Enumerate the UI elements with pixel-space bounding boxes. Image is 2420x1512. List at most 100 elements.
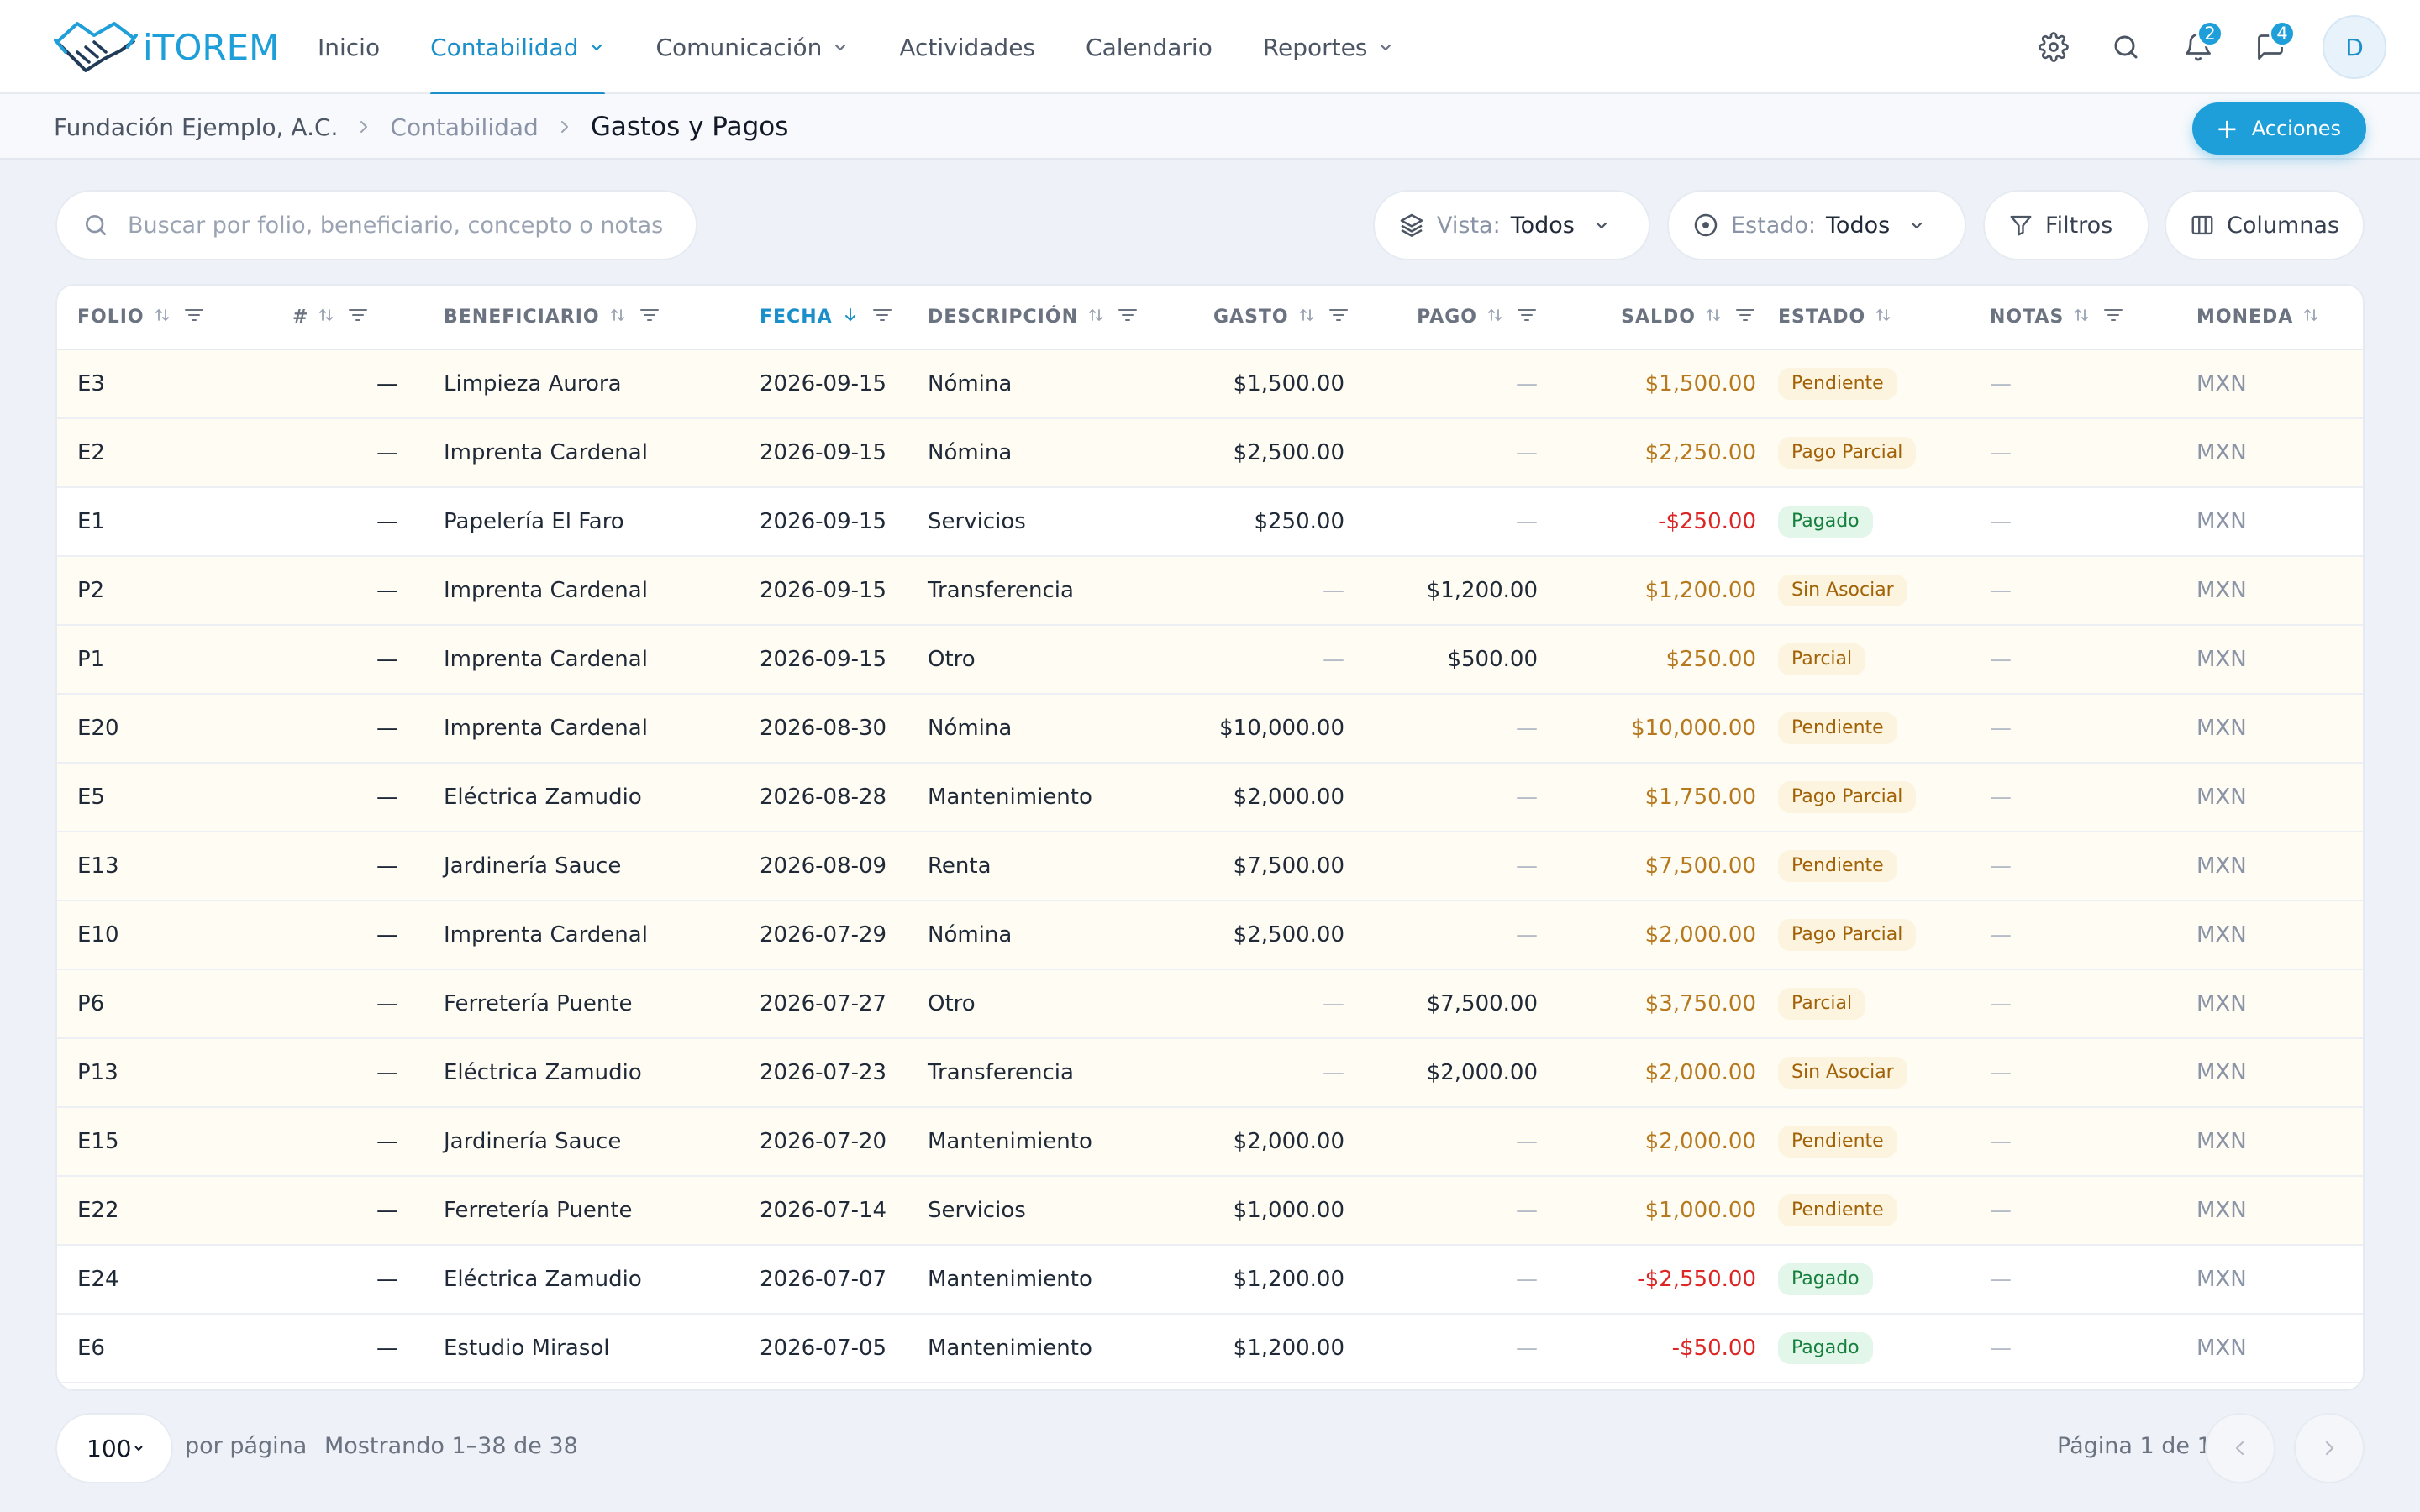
sort-control[interactable]	[1297, 306, 1316, 329]
filter-control[interactable]	[2102, 306, 2124, 329]
column-filter-icon[interactable]	[1328, 306, 1349, 324]
breadcrumb-section[interactable]: Contabilidad	[390, 113, 539, 141]
column-filter-icon[interactable]	[1516, 306, 1538, 324]
sort-arrows-icon[interactable]	[1704, 306, 1723, 324]
column-filter-icon[interactable]	[2102, 306, 2124, 324]
nav-item-contabilidad[interactable]: Contabilidad	[430, 0, 606, 96]
notifications-button[interactable]: 2	[2178, 20, 2223, 67]
messages-button[interactable]: 4	[2250, 20, 2296, 67]
sort-descending-icon[interactable]	[841, 306, 860, 324]
sort-arrows-icon[interactable]	[2302, 306, 2320, 324]
notes-cell: —	[1970, 1176, 2176, 1246]
beneficiary-cell: Jardinería Sauce	[424, 832, 739, 901]
previous-page-button[interactable]	[2205, 1413, 2275, 1483]
actions-button[interactable]: + Acciones	[2191, 102, 2366, 155]
sort-control[interactable]	[1874, 306, 1892, 329]
filter-control[interactable]	[1117, 306, 1139, 329]
table-row[interactable]: E22 — Ferretería Puente 2026-07-14 Servicios…	[57, 1176, 2363, 1246]
column-header[interactable]: DESCRIPCIÓN	[908, 286, 1193, 350]
sort-arrows-icon[interactable]	[2072, 306, 2091, 324]
table-row[interactable]: P1 — Imprenta Cardenal 2026-09-15 Otro — $500.…	[57, 625, 2363, 695]
table-row[interactable]: E20 — Imprenta Cardenal 2026-08-30 Nómina $10…	[57, 694, 2363, 764]
status-badge: Pagado	[1778, 506, 1873, 538]
sort-control[interactable]	[608, 306, 627, 329]
column-header[interactable]: GASTO	[1193, 286, 1361, 350]
breadcrumb-org[interactable]: Fundación Ejemplo, A.C.	[54, 113, 339, 141]
sort-arrows-icon[interactable]	[317, 306, 335, 324]
table-row[interactable]: P13 — Eléctrica Zamudio 2026-07-23 Transfere…	[57, 1038, 2363, 1108]
table-row[interactable]: E24 — Eléctrica Zamudio 2026-07-07 Mantenimi…	[57, 1245, 2363, 1315]
column-header[interactable]: MONEDA	[2176, 286, 2363, 350]
filter-control[interactable]	[639, 306, 660, 329]
status-cell: Sin Asociar	[1758, 556, 1970, 626]
filter-control[interactable]	[1734, 306, 1756, 329]
table-row[interactable]: E10 — Imprenta Cardenal 2026-07-29 Nómina $2,…	[57, 900, 2363, 970]
filter-control[interactable]	[1516, 306, 1538, 329]
nav-item-calendario[interactable]: Calendario	[1086, 0, 1213, 94]
table-row[interactable]: E2 — Imprenta Cardenal 2026-09-15 Nómina $2,5…	[57, 418, 2363, 488]
column-header[interactable]: NOTAS	[1970, 286, 2176, 350]
filter-control[interactable]	[347, 306, 369, 329]
notes-cell-text: —	[1990, 509, 2012, 534]
sort-control[interactable]	[2302, 306, 2320, 329]
sort-arrows-icon[interactable]	[608, 306, 627, 324]
vista-filter-dropdown[interactable]: Vista: Todos	[1373, 190, 1650, 260]
table-row[interactable]: P2 — Imprenta Cardenal 2026-09-15 Transferen…	[57, 556, 2363, 626]
column-header[interactable]: SALDO	[1555, 286, 1758, 350]
user-avatar[interactable]: D	[2323, 15, 2386, 79]
table-row[interactable]: E6 — Estudio Mirasol 2026-07-05 Mantenimient…	[57, 1314, 2363, 1383]
balance-cell-text: $1,750.00	[1644, 785, 1756, 810]
column-filter-icon[interactable]	[871, 306, 893, 324]
nav-item-comunicacion[interactable]: Comunicación	[655, 0, 849, 94]
column-header[interactable]: FECHA	[739, 286, 908, 350]
filter-control[interactable]	[183, 306, 205, 329]
status-cell: Pago Parcial	[1758, 418, 1970, 488]
column-header[interactable]: #	[272, 286, 424, 350]
sort-control[interactable]	[1704, 306, 1723, 329]
estado-filter-dropdown[interactable]: Estado: Todos	[1667, 190, 1966, 260]
column-header[interactable]: PAGO	[1361, 286, 1555, 350]
sort-arrows-icon[interactable]	[1486, 306, 1504, 324]
table-row[interactable]: E1 — Papelería El Faro 2026-09-15 Servicios $…	[57, 487, 2363, 557]
sort-control[interactable]	[2072, 306, 2091, 329]
column-filter-icon[interactable]	[347, 306, 369, 324]
sort-arrows-icon[interactable]	[1874, 306, 1892, 324]
per-page-select[interactable]: 100	[83, 1433, 145, 1463]
sort-control[interactable]	[317, 306, 335, 329]
column-filter-icon[interactable]	[639, 306, 660, 324]
table-row[interactable]: E3 — Limpieza Aurora 2026-09-15 Nómina $1,500…	[57, 349, 2363, 419]
sort-control[interactable]	[841, 306, 860, 329]
number-cell-text: —	[376, 991, 398, 1016]
sort-arrows-icon[interactable]	[1086, 306, 1105, 324]
settings-button[interactable]	[2033, 27, 2074, 67]
column-filter-icon[interactable]	[1117, 306, 1139, 324]
table-row[interactable]: E15 — Jardinería Sauce 2026-07-20 Mantenimie…	[57, 1107, 2363, 1177]
table-row[interactable]: P6 — Ferretería Puente 2026-07-27 Otro — $7,50…	[57, 969, 2363, 1039]
nav-item-inicio[interactable]: Inicio	[318, 0, 380, 94]
folio-cell: E6	[57, 1314, 272, 1383]
table-row[interactable]: E5 — Eléctrica Zamudio 2026-08-28 Mantenimie…	[57, 763, 2363, 832]
column-header[interactable]: FOLIO	[57, 286, 272, 350]
column-header[interactable]: ESTADO	[1758, 286, 1970, 350]
expense-cell: $2,500.00	[1193, 418, 1361, 488]
filters-button[interactable]: Filtros	[1983, 190, 2149, 260]
filter-control[interactable]	[871, 306, 893, 329]
sort-control[interactable]	[1486, 306, 1504, 329]
sort-control[interactable]	[153, 306, 171, 329]
search-button[interactable]	[2106, 27, 2146, 67]
nav-item-reportes[interactable]: Reportes	[1263, 0, 1395, 94]
column-header[interactable]: BENEFICIARIO	[424, 286, 739, 350]
brand-logo[interactable]: iTOREM	[52, 17, 279, 77]
columns-button[interactable]: Columnas	[2165, 190, 2365, 260]
column-filter-icon[interactable]	[1734, 306, 1756, 324]
sort-control[interactable]	[1086, 306, 1105, 329]
nav-item-actividades[interactable]: Actividades	[899, 0, 1035, 94]
table-row[interactable]: E13 — Jardinería Sauce 2026-08-09 Renta $7,50…	[57, 832, 2363, 901]
search-input[interactable]	[128, 212, 666, 239]
column-filter-icon[interactable]	[183, 306, 205, 324]
sort-arrows-icon[interactable]	[1297, 306, 1316, 324]
sort-arrows-icon[interactable]	[153, 306, 171, 324]
filter-control[interactable]	[1328, 306, 1349, 329]
number-cell: —	[272, 832, 424, 901]
next-page-button[interactable]	[2294, 1413, 2365, 1483]
